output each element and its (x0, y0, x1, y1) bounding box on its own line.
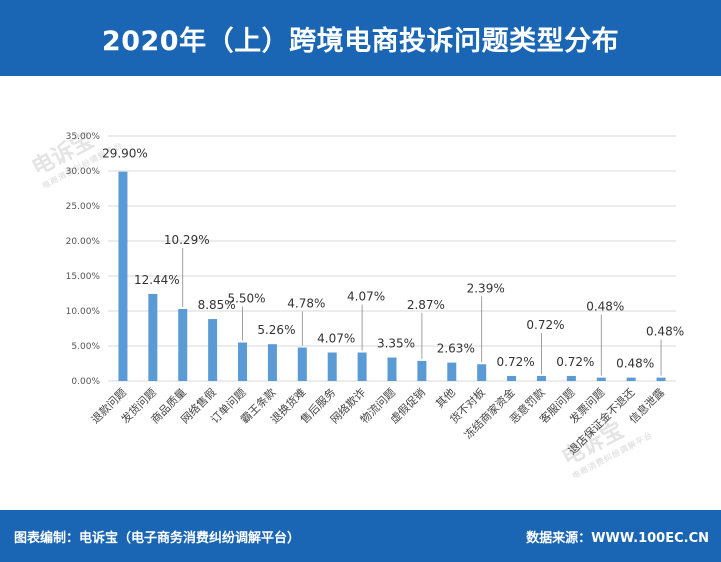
bar (596, 377, 606, 381)
data-label: 2.63% (437, 342, 475, 356)
data-label: 0.72% (497, 355, 535, 369)
chart-title: 2020年（上）跨境电商投诉问题类型分布 (101, 25, 620, 57)
data-label: 12.44% (134, 273, 180, 287)
bar (148, 293, 158, 381)
y-tick-label: 20.00% (66, 237, 101, 247)
y-tick-label: 15.00% (66, 272, 101, 282)
y-tick-label: 5.00% (71, 342, 100, 352)
data-label: 0.72% (556, 355, 594, 369)
bar (208, 319, 218, 381)
bar (566, 375, 576, 381)
data-label: 5.50% (227, 292, 265, 306)
bar (238, 342, 248, 381)
data-label: 4.78% (287, 297, 325, 311)
x-tick-label: 其他 (433, 386, 458, 411)
bar (536, 375, 546, 381)
bar (626, 377, 636, 381)
data-label: 4.07% (347, 290, 385, 304)
data-label: 29.90% (102, 147, 148, 161)
y-tick-label: 30.00% (66, 167, 101, 177)
bar (118, 171, 128, 381)
footer-credit: 图表编制：电诉宝（电子商务消费纠纷调解平台） (14, 531, 301, 546)
footer-source: 数据来源：WWW.100EC.CN (526, 531, 709, 546)
chart-header: 2020年（上）跨境电商投诉问题类型分布 (0, 0, 721, 76)
bar (297, 347, 307, 381)
data-label: 0.48% (646, 325, 684, 339)
bar (357, 352, 367, 381)
data-label: 8.85% (198, 298, 236, 312)
y-tick-label: 0.00% (71, 377, 100, 387)
data-label: 0.72% (526, 318, 564, 332)
chart-footer: 图表编制：电诉宝（电子商务消费纠纷调解平台） 数据来源：WWW.100EC.CN (0, 510, 721, 562)
data-label: 2.87% (407, 298, 445, 312)
bar (417, 360, 427, 381)
data-label: 4.07% (317, 332, 355, 346)
bar (447, 362, 457, 381)
data-label: 2.39% (467, 281, 505, 295)
bar-chart: 0.00% 5.00% 10.00% 15.00% 20.00% 25.00% 30.00%… (66, 132, 684, 457)
y-tick-label: 25.00% (66, 202, 101, 212)
data-label: 10.29% (164, 233, 210, 247)
y-tick-label: 35.00% (66, 132, 101, 142)
bar (178, 308, 188, 381)
bar (327, 352, 337, 381)
y-tick-label: 10.00% (66, 307, 101, 317)
data-label: 0.48% (586, 300, 624, 314)
data-label: 5.26% (257, 323, 295, 337)
bar (387, 357, 397, 381)
data-label: 3.35% (377, 337, 415, 351)
bar (477, 364, 487, 381)
bar (507, 375, 517, 381)
data-label: 0.48% (616, 357, 654, 371)
bar (267, 344, 277, 381)
bar (656, 377, 666, 381)
